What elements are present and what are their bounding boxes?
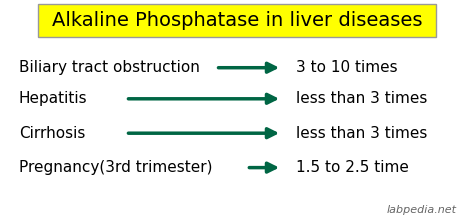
Text: less than 3 times: less than 3 times [296, 126, 428, 141]
Text: Biliary tract obstruction: Biliary tract obstruction [19, 60, 200, 75]
Text: Cirrhosis: Cirrhosis [19, 126, 85, 141]
Text: 3 to 10 times: 3 to 10 times [296, 60, 398, 75]
Text: Alkaline Phosphatase in liver diseases: Alkaline Phosphatase in liver diseases [52, 11, 422, 30]
Text: less than 3 times: less than 3 times [296, 91, 428, 106]
FancyBboxPatch shape [38, 4, 436, 37]
Text: Hepatitis: Hepatitis [19, 91, 88, 106]
Text: labpedia.net: labpedia.net [387, 205, 457, 215]
Text: 1.5 to 2.5 time: 1.5 to 2.5 time [296, 160, 409, 175]
Text: Pregnancy(3rd trimester): Pregnancy(3rd trimester) [19, 160, 212, 175]
